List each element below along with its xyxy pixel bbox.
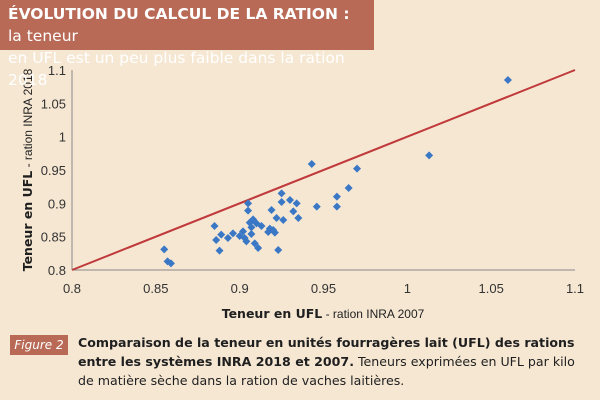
y-tick-label: 0.85: [41, 230, 66, 245]
data-point: [267, 206, 276, 214]
y-axis-label-bold: Teneur en UFL: [20, 171, 35, 272]
y-tick-label: 1: [59, 130, 66, 145]
data-point: [228, 229, 237, 238]
y-axis-label-rest: - ration INRA 2018: [21, 68, 35, 170]
x-axis-label: Teneur en UFL - ration INRA 2007: [222, 306, 425, 321]
data-point: [332, 192, 341, 201]
data-points: [160, 76, 512, 268]
y-tick-label: 1.1: [48, 63, 66, 78]
header-title-bold: ÉVOLUTION DU CALCUL DE LA RATION :: [8, 5, 350, 23]
data-point: [166, 259, 175, 268]
data-point: [272, 214, 281, 222]
data-point: [215, 246, 224, 255]
data-point: [285, 196, 294, 204]
data-point: [270, 228, 279, 237]
data-point: [312, 202, 321, 211]
figure-label: Figure 2: [10, 335, 68, 355]
data-point: [242, 237, 251, 246]
header-title-rest: la teneur: [8, 27, 78, 45]
data-point: [250, 239, 259, 248]
data-point: [244, 206, 253, 215]
data-point: [239, 227, 248, 236]
data-point: [503, 76, 512, 84]
data-point: [289, 207, 298, 216]
x-tick-label: 1.1: [566, 281, 584, 296]
x-tick-label: 0.9: [231, 281, 249, 296]
data-point: [353, 164, 362, 173]
data-point: [294, 214, 303, 222]
x-axis-label-bold: Teneur en UFL: [222, 306, 323, 321]
x-tick-label: 0.8: [63, 281, 81, 296]
y-tick-label: 0.8: [48, 263, 66, 278]
x-axis-label-rest: - ration INRA 2007: [322, 307, 424, 321]
x-tick-label: 0.85: [143, 281, 168, 296]
y-tick-label: 1.05: [41, 96, 66, 111]
header-line-2: en UFL est un peu plus faible dans la ra…: [8, 49, 345, 89]
figure-caption: Figure 2 Comparaison de la teneur en uni…: [10, 333, 596, 399]
x-tick-label: 1: [404, 281, 411, 296]
data-point: [244, 199, 253, 208]
chart-header: ÉVOLUTION DU CALCUL DE LA RATION : la te…: [0, 0, 374, 89]
data-point: [257, 222, 266, 230]
x-tick-labels: 0.8 0.85 0.9 0.95 1 1.05 1.1: [63, 281, 584, 296]
data-point: [247, 223, 256, 232]
caption-bold-text: Comparaison de la teneur en unités fourr…: [78, 335, 575, 369]
data-point: [292, 199, 301, 208]
data-point: [274, 246, 283, 254]
header-line-1: ÉVOLUTION DU CALCUL DE LA RATION : la te…: [8, 3, 366, 47]
caption-text: Comparaison de la teneur en unités fourr…: [78, 333, 594, 390]
x-tick-label: 0.95: [311, 281, 336, 296]
data-point: [223, 234, 232, 242]
data-point: [277, 189, 286, 198]
data-point: [307, 160, 316, 168]
y-tick-labels: 0.8 0.85 0.9 0.95 1 1.05 1.1: [41, 63, 66, 278]
data-point: [425, 151, 434, 160]
data-point: [332, 202, 341, 211]
data-point: [254, 244, 263, 252]
data-point: [344, 184, 353, 192]
data-point: [217, 230, 226, 239]
y-axis-label: Teneur en UFL - ration INRA 2018: [20, 68, 35, 271]
data-point: [160, 245, 169, 254]
reference-line: [71, 69, 576, 271]
x-tick-label: 1.05: [479, 281, 504, 296]
data-point: [277, 198, 286, 206]
data-point: [212, 236, 221, 244]
data-point: [279, 216, 288, 224]
data-point: [247, 230, 256, 238]
caption-rest-text: Teneurs exprimées en UFL par kilo de mat…: [78, 354, 575, 388]
data-point: [210, 222, 219, 230]
y-tick-label: 0.95: [41, 163, 66, 178]
y-tick-label: 0.9: [48, 196, 66, 211]
